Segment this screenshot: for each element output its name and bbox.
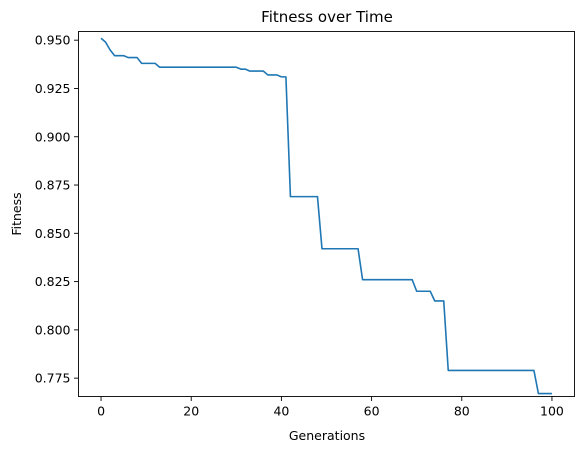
- y-tick-label: 0.775: [35, 371, 71, 386]
- y-tick-label: 0.800: [35, 322, 71, 337]
- y-axis: 0.775 0.800 0.825 0.850 0.875 0.900 0.925 0.950: [35, 33, 79, 386]
- series-line-0: [100, 37, 552, 395]
- y-tick-label: 0.825: [35, 274, 71, 289]
- x-tick-label: 40: [273, 404, 289, 419]
- x-axis: 0 20 40 60 80 100: [97, 396, 564, 419]
- x-axis-label: Generations: [289, 428, 365, 443]
- y-tick-label: 0.925: [35, 81, 71, 96]
- y-tick-label: 0.950: [35, 33, 71, 48]
- chart-title: Fitness over Time: [261, 8, 393, 26]
- x-tick-label: 0: [97, 404, 105, 419]
- y-axis-label: Fitness: [9, 192, 24, 235]
- plot-frame: [78, 31, 575, 397]
- y-tick-label: 0.850: [35, 226, 71, 241]
- x-tick-label: 100: [540, 404, 564, 419]
- y-tick-label: 0.900: [35, 129, 71, 144]
- x-tick-label: 20: [183, 404, 199, 419]
- y-tick-label: 0.875: [35, 178, 71, 193]
- plot-area: [100, 37, 552, 395]
- x-tick-label: 60: [364, 404, 380, 419]
- x-tick-label: 80: [454, 404, 470, 419]
